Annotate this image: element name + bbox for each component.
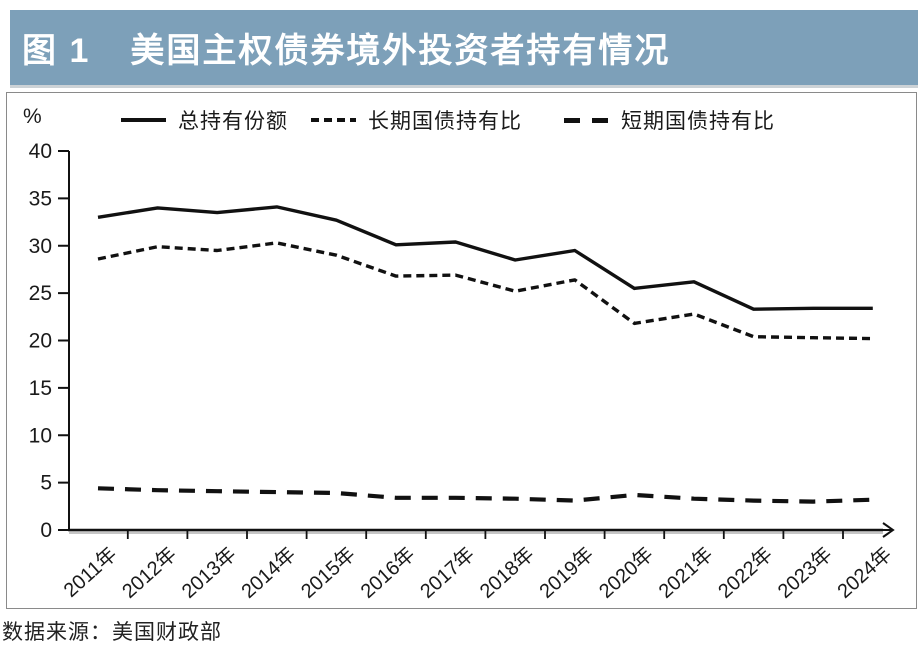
x-category-label: 2017年 [416, 543, 479, 603]
figure-title: 美国主权债券境外投资者持有情况 [130, 32, 671, 70]
x-category-label: 2021年 [654, 543, 717, 603]
wide-dash-line-swatch-icon [564, 117, 609, 123]
y-tick-label: 35 [29, 187, 52, 210]
x-axis-arrow-head [882, 522, 895, 538]
legend-item-longterm-ratio: 长期国债持有比 [311, 109, 522, 133]
chart-svg: 0 5 10 15 20 25 30 35 40 2011年2012年2013年2014年2015… [29, 140, 897, 603]
series-dashed_wide [97, 486, 873, 504]
legend-label: 长期国债持有比 [368, 110, 522, 133]
small-dash-line-swatch-icon [311, 118, 356, 122]
legend-label: 短期国债持有比 [621, 110, 775, 133]
x-category-label: 2012年 [118, 543, 181, 603]
x-category-label: 2019年 [535, 543, 598, 603]
chart-frame: % 总持有份额 长期国债持有比 短期国债持有比 0 5 10 15 20 25 30 35 40… [6, 92, 917, 609]
x-category-label: 2024年 [833, 543, 896, 603]
x-category-label: 2011年 [59, 543, 121, 602]
data-source-note: 数据来源：美国财政部 [2, 621, 222, 644]
figure-title-bar: 图 1 美国主权债券境外投资者持有情况 [10, 10, 918, 88]
x-axis-shadow [69, 531, 883, 534]
series-solid [97, 205, 873, 311]
series-dashed_small [97, 241, 873, 341]
x-category-label: 2014年 [237, 543, 300, 603]
x-category-label: 2015年 [296, 543, 359, 603]
x-category-label: 2016年 [356, 543, 419, 603]
y-tick-label: 25 [29, 282, 52, 305]
x-category-label: 2022年 [714, 543, 777, 603]
y-tick-label: 30 [29, 235, 52, 258]
x-category-label: 2023年 [773, 543, 836, 603]
legend-item-shortterm-ratio: 短期国债持有比 [564, 109, 775, 133]
y-tick-label: 15 [29, 377, 52, 400]
x-category-label: 2020年 [594, 543, 657, 603]
legend-item-total-share: 总持有份额 [121, 109, 288, 133]
x-category-label: 2013年 [177, 543, 240, 603]
y-tick-label: 40 [29, 140, 52, 163]
figure-number: 图 1 [22, 32, 91, 70]
solid-line-swatch-icon [121, 118, 166, 122]
y-tick-label: 10 [29, 424, 52, 447]
y-axis-unit-label: % [23, 105, 42, 128]
y-tick-label: 20 [29, 330, 52, 353]
y-tick-label: 5 [40, 472, 52, 495]
x-category-label: 2018年 [475, 543, 538, 603]
y-tick-label: 0 [40, 519, 52, 542]
legend-label: 总持有份额 [178, 110, 288, 133]
